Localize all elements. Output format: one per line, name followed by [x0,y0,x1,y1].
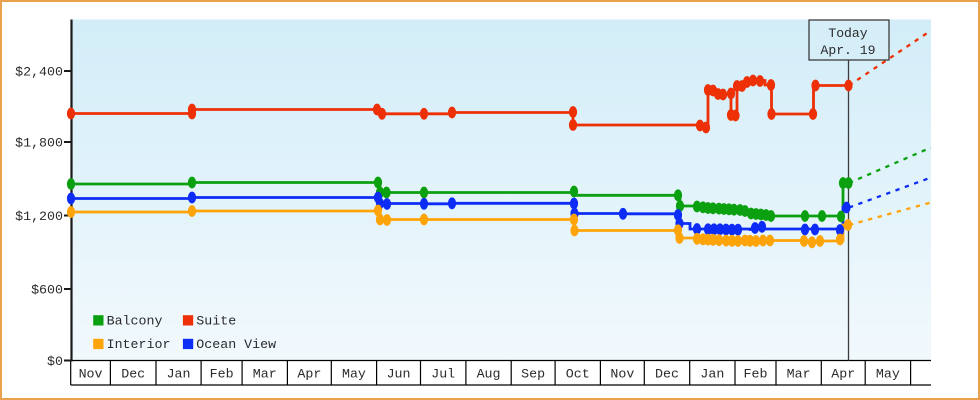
svg-text:Apr. 19: Apr. 19 [820,43,875,58]
svg-text:Feb: Feb [744,367,768,382]
svg-text:$600: $600 [31,283,63,298]
svg-text:$1,200: $1,200 [15,209,63,224]
svg-text:Nov: Nov [610,367,634,382]
svg-text:Mar: Mar [253,367,277,382]
svg-text:Jan: Jan [700,367,724,382]
svg-text:Jul: Jul [431,367,455,382]
svg-text:$1,800: $1,800 [15,136,63,151]
svg-text:Mar: Mar [787,367,811,382]
svg-text:Dec: Dec [655,367,679,382]
svg-text:Ocean View: Ocean View [196,337,276,352]
svg-text:Apr: Apr [831,367,855,382]
svg-text:Today: Today [828,26,867,41]
svg-text:Jan: Jan [167,367,191,382]
svg-text:Interior: Interior [107,337,171,352]
svg-text:May: May [876,367,900,382]
svg-text:Feb: Feb [210,367,234,382]
svg-text:$0: $0 [47,354,63,369]
svg-text:Nov: Nov [79,367,103,382]
svg-text:Suite: Suite [196,314,236,329]
svg-text:Sep: Sep [521,367,545,382]
svg-text:$2,400: $2,400 [15,65,63,80]
svg-text:Jun: Jun [387,367,411,382]
svg-text:Apr: Apr [297,367,321,382]
svg-text:Aug: Aug [477,367,501,382]
svg-text:Dec: Dec [121,367,145,382]
svg-text:Balcony: Balcony [107,314,163,329]
svg-text:May: May [342,367,366,382]
svg-text:Oct: Oct [566,367,590,382]
